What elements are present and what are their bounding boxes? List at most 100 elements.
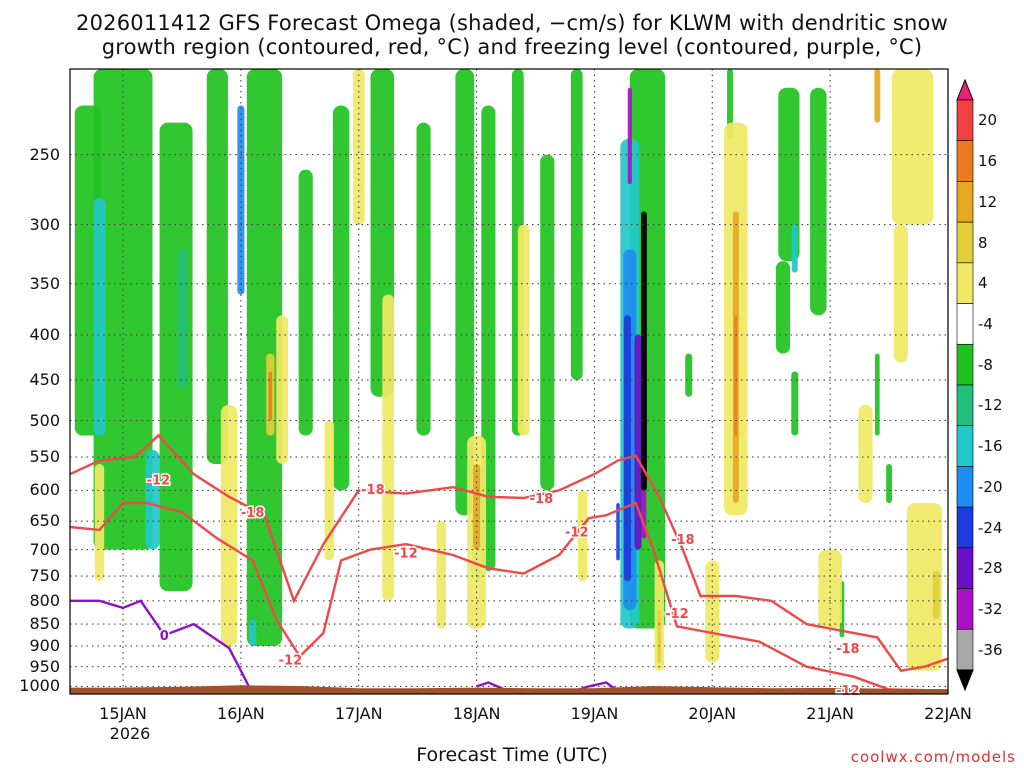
pressure-tick-350: 350: [29, 273, 60, 293]
time-tick-22JAN: 22JAN: [924, 704, 972, 723]
colorbar-tick-4: 4: [978, 274, 988, 293]
colorbar-swatch-2: [956, 140, 974, 182]
omega-patch-38: [616, 503, 620, 561]
omega-patch-43: [382, 294, 395, 601]
colorbar-swatch-6: [956, 303, 974, 345]
freezing-contour-1: [70, 599, 254, 694]
chart-title-line-2: growth region (contoured, red, °C) and f…: [101, 35, 923, 59]
time-tick-18JAN: 18JAN: [452, 704, 501, 723]
time-tick-21JAN: 21JAN: [806, 704, 854, 723]
colorbar-top-arrow: [956, 78, 974, 101]
freezing-contour-3: [476, 681, 507, 692]
contour-label-1: -18: [241, 506, 265, 521]
dgz-contour-minus12: [70, 501, 925, 692]
omega-patch-59: [818, 549, 842, 629]
temperature-contours: [70, 433, 948, 694]
time-tick-15JAN: 15JAN: [99, 704, 147, 723]
colorbar-tick-13: -36: [978, 640, 1003, 659]
terrain-fill: [70, 685, 948, 694]
pressure-tick-800: 800: [29, 590, 60, 610]
omega-patch-47: [517, 224, 530, 436]
omega-patch-56: [893, 224, 908, 363]
omega-patch-12: [540, 154, 555, 491]
colorbar-tick-6: -8: [978, 355, 993, 374]
colorbar-swatch-5: [956, 262, 974, 304]
omega-patch-20: [791, 371, 799, 436]
plot-frame: [69, 68, 949, 695]
pressure-tick-600: 600: [29, 480, 60, 500]
contour-labels: -12 -18 -12 -18 -12 -18 -12 -18 -12 -18 -12 0: [145, 472, 861, 701]
colorbar-tick-1: 16: [978, 152, 998, 171]
colorbar-swatch-3: [956, 181, 974, 223]
omega-patch-35: [634, 334, 642, 550]
omega-patch-39: [220, 404, 238, 646]
colorbar-swatch-14: [956, 628, 974, 671]
pressure-tick-850: 850: [29, 614, 60, 634]
pressure-tick-250: 250: [29, 144, 60, 164]
grid-lines: [70, 69, 949, 694]
omega-patch-55: [874, 69, 881, 123]
omega-patch-53: [734, 315, 738, 436]
colorbar-swatch-4: [956, 221, 974, 264]
time-tick-17JAN: 17JAN: [334, 704, 383, 723]
contour-label-7: -18: [671, 533, 695, 548]
omega-patch-50: [657, 610, 662, 663]
omega-patch-5: [298, 169, 313, 436]
colorbar-swatch-8: [956, 384, 974, 427]
omega-patch-60: [932, 570, 940, 620]
colorbar-swatch-9: [956, 425, 974, 467]
colorbar-swatch-13: [956, 588, 974, 630]
omega-colorbar: [956, 78, 974, 692]
omega-patch-28: [237, 105, 245, 295]
chart-title-line-1: 2026011412 GFS Forecast Omega (shaded, −…: [76, 11, 948, 35]
omega-patch-44: [436, 521, 446, 629]
contour-label-5: -18: [530, 492, 554, 507]
x-axis-title: Forecast Time (UTC): [416, 744, 608, 766]
omega-patch-46: [473, 463, 481, 550]
colorbar-tick-10: -24: [978, 518, 1003, 537]
omega-patch-58: [906, 503, 943, 671]
contour-label-11: 0: [160, 629, 169, 644]
pressure-tick-750: 750: [29, 566, 60, 586]
omega-patch-18: [775, 261, 791, 354]
omega-patch-0: [93, 69, 153, 550]
omega-patch-9: [455, 69, 475, 516]
contour-label-4: -12: [394, 546, 418, 561]
pressure-tick-300: 300: [29, 214, 60, 234]
omega-patch-48: [577, 490, 588, 582]
colorbar-tick-7: -12: [978, 396, 1003, 415]
omega-patch-33: [623, 315, 631, 582]
contour-label-8: -12: [665, 607, 689, 622]
omega-patch-30: [791, 224, 798, 273]
time-tick-20JAN: 20JAN: [688, 704, 737, 723]
omega-patch-17: [778, 87, 800, 262]
colorbar-swatch-1: [956, 99, 974, 142]
pressure-tick-650: 650: [29, 511, 60, 531]
colorbar-tick-8: -16: [978, 437, 1003, 456]
terrain-surface: [70, 685, 948, 694]
omega-patch-34: [627, 87, 632, 185]
year-label: 2026: [109, 724, 151, 743]
colorbar-swatch-7: [956, 343, 974, 386]
pressure-tick-400: 400: [29, 324, 60, 344]
omega-patch-22: [886, 463, 893, 504]
time-tick-16JAN: 16JAN: [217, 704, 265, 723]
colorbar-swatch-10: [956, 466, 974, 508]
omega-patch-40: [276, 315, 289, 464]
colorbar-tick-12: -32: [978, 599, 1003, 618]
omega-patch-6: [332, 105, 350, 491]
pressure-tick-450: 450: [29, 370, 60, 390]
omega-patch-19: [810, 87, 827, 316]
omega-patch-64: [94, 463, 105, 582]
omega-patch-24: [93, 198, 106, 436]
pressure-tick-1000: 1000: [19, 676, 60, 696]
omega-shaded-field: [74, 69, 943, 671]
omega-patch-57: [858, 404, 873, 504]
dgz-contour-minus18: [70, 433, 948, 673]
omega-patch-54: [892, 69, 934, 225]
contour-label-9: -18: [836, 642, 860, 657]
omega-patch-2: [159, 122, 193, 592]
colorbar-tick-9: -20: [978, 477, 1003, 496]
colorbar-swatch-11: [956, 506, 974, 549]
